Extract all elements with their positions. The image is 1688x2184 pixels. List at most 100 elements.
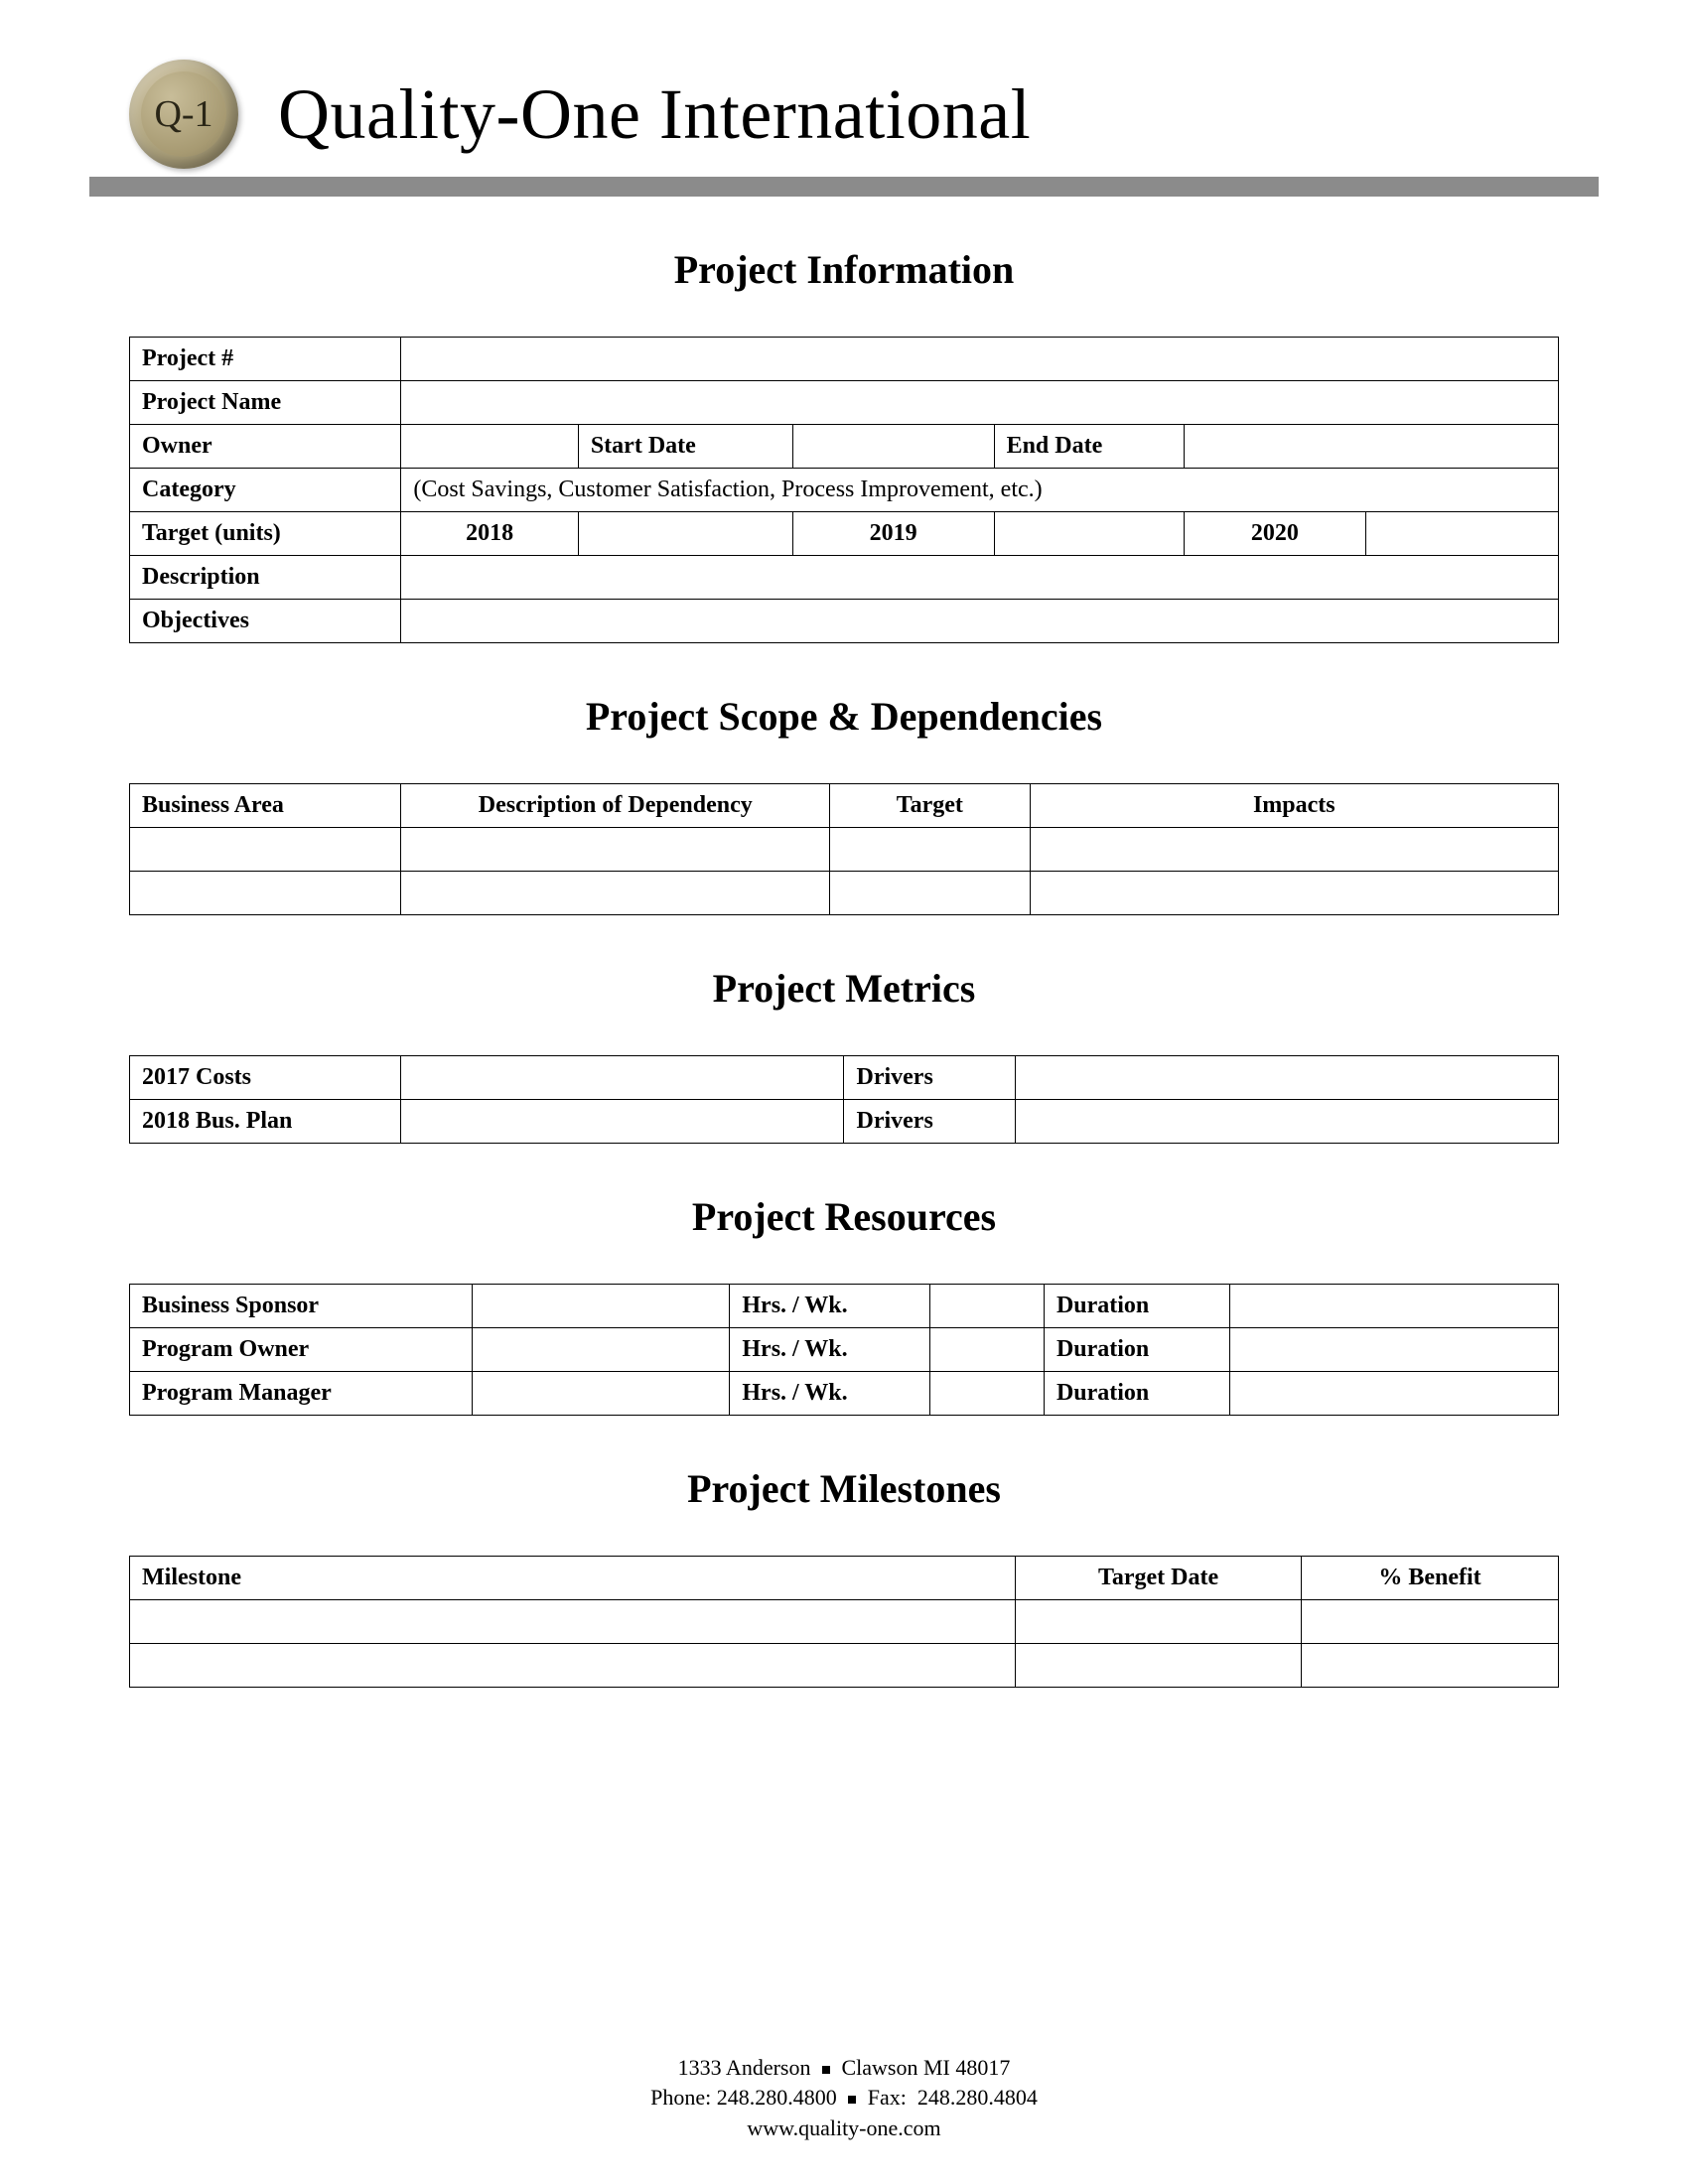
footer-sep-icon	[848, 2096, 856, 2104]
label-sponsor: Business Sponsor	[130, 1285, 473, 1328]
label-duration-2: Duration	[1044, 1328, 1229, 1372]
label-hrs-1: Hrs. / Wk.	[730, 1285, 929, 1328]
cell	[401, 828, 830, 872]
footer-address: 1333 Anderson Clawson MI 48017	[0, 2053, 1688, 2084]
cell	[1030, 828, 1558, 872]
label-hrs-2: Hrs. / Wk.	[730, 1328, 929, 1372]
row-project-name: Project Name	[130, 381, 1559, 425]
label-year1: 2018	[401, 512, 578, 556]
cell	[1030, 872, 1558, 915]
cell	[1016, 1644, 1302, 1688]
value-sponsor	[473, 1285, 730, 1328]
value-drivers2	[1016, 1100, 1559, 1144]
value-year3	[1365, 512, 1558, 556]
value-hrs-3	[929, 1372, 1044, 1416]
section-title-scope: Project Scope & Dependencies	[129, 693, 1559, 740]
value-costs	[401, 1056, 844, 1100]
table-scope: Business Area Description of Dependency …	[129, 783, 1559, 915]
row-plan: 2018 Bus. Plan Drivers	[130, 1100, 1559, 1144]
row-project-no: Project #	[130, 338, 1559, 381]
label-target-units: Target (units)	[130, 512, 401, 556]
row-scope-header: Business Area Description of Dependency …	[130, 784, 1559, 828]
logo-badge: Q-1	[129, 60, 238, 169]
footer-address1: 1333 Anderson	[678, 2055, 811, 2080]
value-project-name	[401, 381, 1559, 425]
footer-contact: Phone: 248.280.4800 Fax: 248.280.4804	[0, 2083, 1688, 2114]
page: Q-1 Quality-One International Project In…	[0, 0, 1688, 2184]
hdr-desc-dep: Description of Dependency	[401, 784, 830, 828]
row-prog-owner: Program Owner Hrs. / Wk. Duration	[130, 1328, 1559, 1372]
value-objectives	[401, 600, 1559, 643]
logo-text: Q-1	[154, 92, 212, 136]
value-end-date	[1184, 425, 1558, 469]
label-drivers2: Drivers	[844, 1100, 1016, 1144]
value-duration-2	[1230, 1328, 1559, 1372]
hdr-business-area: Business Area	[130, 784, 401, 828]
cell	[130, 828, 401, 872]
cell	[1301, 1644, 1558, 1688]
cell	[130, 1644, 1016, 1688]
value-hrs-1	[929, 1285, 1044, 1328]
cell	[130, 872, 401, 915]
header: Q-1 Quality-One International	[129, 60, 1559, 169]
hdr-milestone: Milestone	[130, 1557, 1016, 1600]
footer-fax: 248.280.4804	[917, 2085, 1038, 2110]
value-plan	[401, 1100, 844, 1144]
row-target-units: Target (units) 2018 2019 2020	[130, 512, 1559, 556]
label-duration-1: Duration	[1044, 1285, 1229, 1328]
section-title-milestones: Project Milestones	[129, 1465, 1559, 1512]
row-prog-manager: Program Manager Hrs. / Wk. Duration	[130, 1372, 1559, 1416]
label-project-name: Project Name	[130, 381, 401, 425]
footer-web: www.quality-one.com	[0, 2114, 1688, 2144]
table-milestones: Milestone Target Date % Benefit	[129, 1556, 1559, 1688]
label-plan: 2018 Bus. Plan	[130, 1100, 401, 1144]
value-drivers1	[1016, 1056, 1559, 1100]
hdr-impacts: Impacts	[1030, 784, 1558, 828]
row-scope-1	[130, 828, 1559, 872]
value-owner	[401, 425, 578, 469]
cell	[1301, 1600, 1558, 1644]
label-duration-3: Duration	[1044, 1372, 1229, 1416]
row-owner: Owner Start Date End Date	[130, 425, 1559, 469]
value-project-no	[401, 338, 1559, 381]
label-project-no: Project #	[130, 338, 401, 381]
table-project-info: Project # Project Name Owner Start Date …	[129, 337, 1559, 643]
value-duration-1	[1230, 1285, 1559, 1328]
footer-sep-icon	[822, 2066, 830, 2074]
logo-inner: Q-1	[141, 71, 226, 157]
label-prog-owner: Program Owner	[130, 1328, 473, 1372]
footer: 1333 Anderson Clawson MI 48017 Phone: 24…	[0, 2053, 1688, 2144]
label-year2: 2019	[792, 512, 994, 556]
label-description: Description	[130, 556, 401, 600]
label-category: Category	[130, 469, 401, 512]
row-milestone-1	[130, 1600, 1559, 1644]
footer-fax-label: Fax:	[868, 2085, 907, 2110]
cell	[401, 872, 830, 915]
value-category-hint: (Cost Savings, Customer Satisfaction, Pr…	[401, 469, 1559, 512]
label-owner: Owner	[130, 425, 401, 469]
table-resources: Business Sponsor Hrs. / Wk. Duration Pro…	[129, 1284, 1559, 1416]
row-objectives: Objectives	[130, 600, 1559, 643]
label-end-date: End Date	[994, 425, 1184, 469]
value-start-date	[792, 425, 994, 469]
value-description	[401, 556, 1559, 600]
hdr-target: Target	[830, 784, 1030, 828]
header-divider	[89, 177, 1599, 197]
row-scope-2	[130, 872, 1559, 915]
row-sponsor: Business Sponsor Hrs. / Wk. Duration	[130, 1285, 1559, 1328]
value-year1	[578, 512, 792, 556]
value-hrs-2	[929, 1328, 1044, 1372]
hdr-benefit: % Benefit	[1301, 1557, 1558, 1600]
label-start-date: Start Date	[578, 425, 792, 469]
row-milestones-header: Milestone Target Date % Benefit	[130, 1557, 1559, 1600]
hdr-target-date: Target Date	[1016, 1557, 1302, 1600]
label-costs: 2017 Costs	[130, 1056, 401, 1100]
label-drivers1: Drivers	[844, 1056, 1016, 1100]
value-year2	[994, 512, 1184, 556]
footer-phone-label: Phone:	[650, 2085, 711, 2110]
label-objectives: Objectives	[130, 600, 401, 643]
row-milestone-2	[130, 1644, 1559, 1688]
cell	[130, 1600, 1016, 1644]
footer-phone: 248.280.4800	[717, 2085, 837, 2110]
section-title-resources: Project Resources	[129, 1193, 1559, 1240]
